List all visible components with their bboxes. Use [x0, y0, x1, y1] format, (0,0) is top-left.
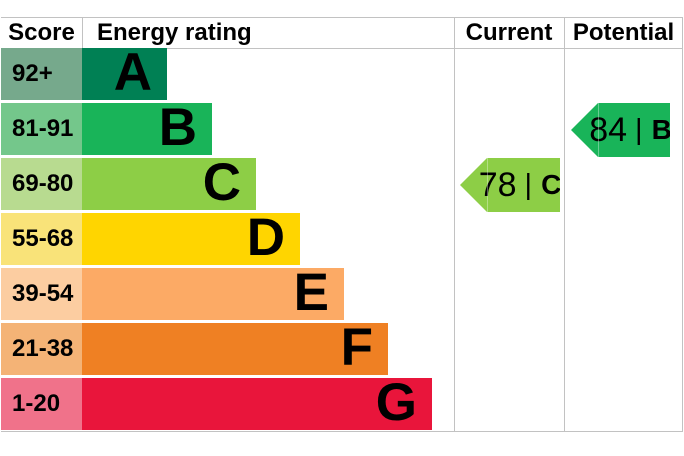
score-header: Score	[8, 19, 75, 46]
column-divider-score	[82, 17, 83, 48]
rating-row: 81-91 B	[0, 101, 684, 155]
score-range: 39-54	[1, 268, 82, 320]
grid-line-header	[1, 48, 683, 49]
rating-band-bar: F	[82, 321, 388, 375]
potential-value: 84	[589, 110, 628, 149]
rating-row: 39-54 E	[0, 266, 684, 320]
rating-row: 21-38 F	[0, 321, 684, 375]
rating-band-bar: A	[82, 46, 167, 100]
divider-pipe: |	[524, 168, 533, 201]
score-range: 21-38	[1, 323, 82, 375]
rating-row: 92+ A	[0, 46, 684, 100]
rating-row: 55-68 D	[0, 211, 684, 265]
column-divider-potential	[564, 17, 565, 431]
grid-line-top	[1, 17, 683, 18]
divider-pipe: |	[635, 113, 643, 146]
score-range: 55-68	[1, 213, 82, 265]
rating-band-bar: B	[82, 101, 212, 155]
rating-row: 69-80 C	[0, 156, 684, 210]
current-value: 78	[478, 165, 517, 204]
energy-rating-header: Energy rating	[97, 19, 252, 46]
score-range: 81-91	[1, 103, 82, 155]
rating-band-bar: G	[82, 376, 432, 430]
column-divider-current	[454, 17, 455, 431]
potential-header: Potential	[572, 19, 675, 46]
score-range: 1-20	[1, 378, 82, 430]
current-header: Current	[465, 19, 553, 46]
table-right-border	[682, 17, 683, 431]
rating-band-bar: E	[82, 266, 344, 320]
potential-letter: B	[651, 114, 672, 145]
grid-line-bottom	[1, 431, 683, 432]
score-range: 69-80	[1, 158, 82, 210]
score-range: 92+	[1, 48, 82, 100]
current-letter: C	[541, 169, 562, 200]
rating-band-bar: C	[82, 156, 256, 210]
rating-band-bar: D	[82, 211, 300, 265]
rating-row: 1-20 G	[0, 376, 684, 430]
